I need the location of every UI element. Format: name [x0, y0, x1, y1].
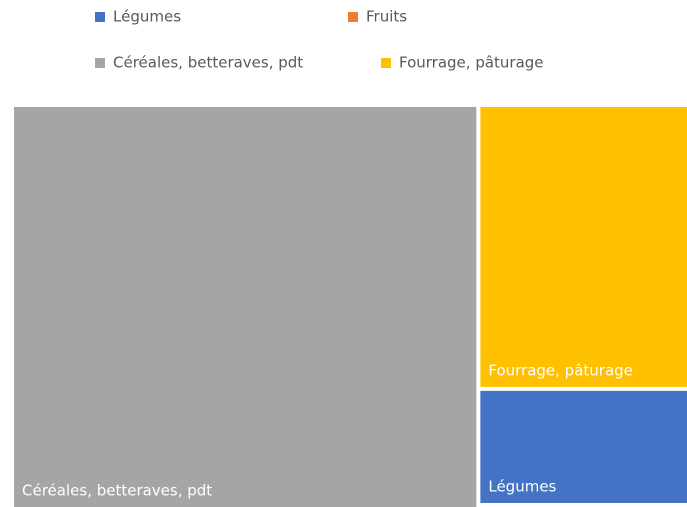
legend-swatch	[348, 12, 358, 22]
legend-label: Céréales, betteraves, pdt	[113, 54, 303, 72]
tile	[480, 390, 687, 503]
legend-swatch	[95, 58, 105, 68]
tile-label: Céréales, betteraves, pdt	[22, 482, 212, 500]
tile-label: Légumes	[488, 478, 556, 496]
legend-label: Fruits	[366, 8, 407, 26]
legend-label: Fourrage, pâturage	[399, 54, 544, 72]
legend-swatch	[95, 12, 105, 22]
tile	[480, 107, 687, 387]
tile	[14, 107, 477, 507]
tile-label: Fourrage, pâturage	[488, 361, 633, 379]
legend-label: Légumes	[113, 8, 181, 26]
legend-swatch	[381, 58, 391, 68]
